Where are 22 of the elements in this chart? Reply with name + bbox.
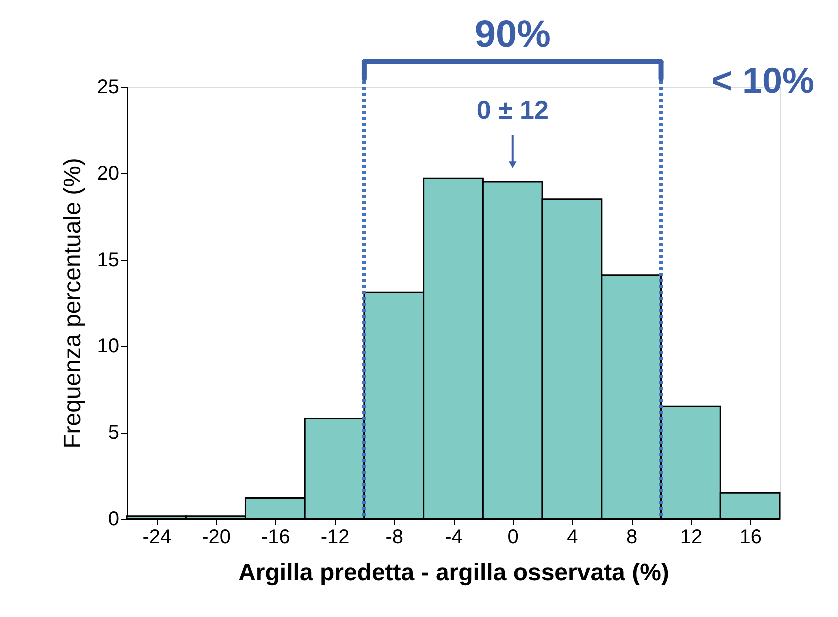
y-tick-label: 10 [97, 336, 120, 358]
x-tick-label: 8 [626, 526, 638, 548]
y-tick-label: 0 [108, 508, 120, 530]
x-tick-label: 0 [508, 526, 519, 548]
x-tick-label: -20 [202, 526, 231, 548]
x-tick-label: 12 [680, 526, 703, 548]
x-tick-label: -8 [386, 526, 404, 548]
x-tick-label: -12 [320, 526, 350, 548]
y-tick-label: 25 [97, 76, 120, 98]
y-tick-label: 5 [108, 422, 120, 444]
x-axis-title: Argilla predetta - argilla osservata (%) [238, 560, 670, 586]
y-axis-title: Frequenza percentuale (%) [59, 158, 86, 449]
y-tick-label: 20 [97, 162, 120, 185]
annotation: 0 ± 12 [476, 95, 549, 125]
y-tick-label: 15 [97, 249, 120, 272]
x-tick-label: -4 [445, 526, 463, 548]
x-tick-label: 16 [740, 526, 762, 548]
x-tick-label: -24 [142, 526, 172, 548]
x-tick-label: 4 [567, 526, 578, 548]
x-tick-label: -16 [261, 526, 290, 548]
text: 90% [474, 14, 551, 56]
annotation: < 10% [711, 60, 815, 101]
